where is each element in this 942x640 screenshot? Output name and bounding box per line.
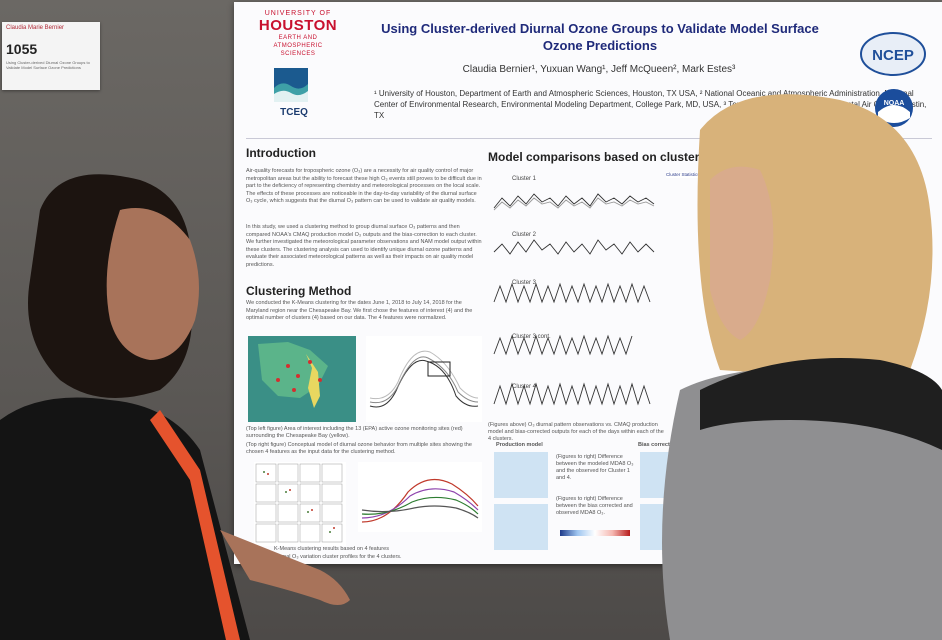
introduction-heading: Introduction bbox=[246, 146, 316, 160]
cluster-4-label: Cluster 4 bbox=[512, 384, 537, 390]
poster-affiliations: ¹ University of Houston, Department of E… bbox=[374, 89, 927, 120]
model-diff-caption-2: (Figures to right) Difference between th… bbox=[556, 496, 633, 516]
university-of-houston-logo: UNIVERSITY OF HOUSTON EARTH AND ATMOSPHE… bbox=[258, 10, 338, 57]
name-tag-description: Using Cluster-derived Diurnal Ozone Grou… bbox=[6, 60, 90, 70]
presenter-woman bbox=[0, 174, 350, 640]
difference-colorbar bbox=[560, 530, 630, 536]
name-tag: Claudia Marie Bernier 1055 Using Cluster… bbox=[2, 22, 100, 90]
cluster-1-label: Cluster 1 bbox=[512, 176, 537, 182]
clustering-paragraph: We conducted the K-Means clustering for … bbox=[246, 300, 473, 322]
model-comparisons-heading: Model comparisons based on clusters bbox=[488, 150, 707, 164]
clustering-caption-3: K-Means clustering results based on 4 fe… bbox=[274, 546, 389, 552]
conceptual-model-figure bbox=[366, 336, 482, 422]
bias-correction-label: Bias correction bbox=[638, 442, 679, 448]
cluster-3-label: Cluster 3 bbox=[512, 280, 537, 286]
visitor-woman bbox=[662, 94, 942, 640]
introduction-paragraph-1: Air-quality forecasts for tropospheric o… bbox=[246, 168, 482, 205]
cluster-timeseries-panel bbox=[492, 168, 662, 412]
svg-text:NOAA: NOAA bbox=[884, 100, 905, 107]
noaa-logo: NOAA bbox=[875, 89, 913, 127]
cluster-2-label: Cluster 2 bbox=[512, 232, 537, 238]
cluster-statistics-legend: Cluster Statistics bbox=[666, 172, 708, 178]
tceq-wave-icon bbox=[274, 68, 308, 102]
poster-title: Using Cluster-derived Diurnal Ozone Grou… bbox=[381, 21, 819, 53]
cluster-profiles-figure bbox=[358, 462, 482, 532]
header-divider bbox=[246, 138, 932, 139]
production-model-label: Production model bbox=[496, 442, 543, 448]
poster-number: 1055 bbox=[6, 41, 38, 57]
svg-text:NCEP: NCEP bbox=[872, 47, 914, 64]
ncep-logo: NCEP bbox=[860, 32, 926, 76]
kmeans-scatter-matrix bbox=[254, 462, 346, 546]
introduction-paragraph-2: In this study, we used a clustering meth… bbox=[246, 224, 482, 268]
clustering-caption-4: diurnal O₃ variation cluster profiles fo… bbox=[274, 554, 402, 560]
production-model-map-1 bbox=[494, 452, 548, 498]
clustering-caption-2: (Top right figure) Conceptual model of d… bbox=[246, 442, 472, 455]
model-comparison-caption: (Figures above) O₃ diurnal pattern obser… bbox=[488, 422, 664, 442]
tceq-logo: TCEQ bbox=[274, 68, 314, 118]
cluster-3-cont-label: Cluster 3 cont. bbox=[512, 334, 551, 340]
model-diff-caption-1: (Figures to right) Difference between th… bbox=[556, 454, 634, 481]
clustering-method-heading: Clustering Method bbox=[246, 284, 352, 298]
production-model-map-2 bbox=[494, 504, 548, 550]
poster-authors: Claudia Bernier¹, Yuxuan Wang¹, Jeff McQ… bbox=[462, 64, 736, 75]
clustering-caption-1: (Top left figure) Area of interest inclu… bbox=[246, 426, 463, 439]
area-of-interest-map bbox=[248, 336, 356, 422]
name-tag-name: Claudia Marie Bernier bbox=[6, 25, 65, 31]
